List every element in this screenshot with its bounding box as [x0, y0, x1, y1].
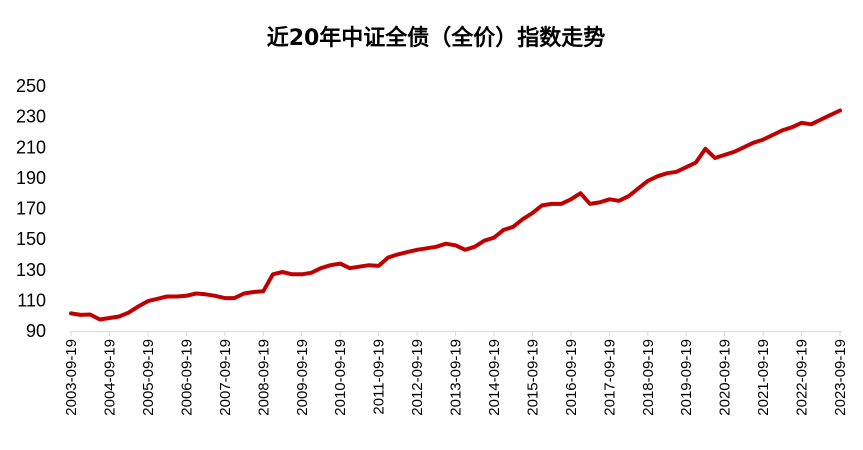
x-tick-label: 2019-09-19: [678, 339, 695, 416]
x-tick-label: 2004-09-19: [102, 339, 119, 416]
x-tick-label: 2010-09-19: [332, 339, 349, 416]
x-tick-label: 2011-09-19: [371, 339, 388, 415]
x-tick-label: 2015-09-19: [524, 339, 541, 416]
x-tick-label: 2014-09-19: [486, 339, 503, 416]
x-tick-label: 2009-09-19: [294, 339, 311, 416]
x-tick-label: 2005-09-19: [140, 339, 157, 416]
y-tick-label: 190: [16, 168, 46, 188]
x-tick-label: 2017-09-19: [601, 339, 618, 416]
x-tick-label: 2012-09-19: [409, 339, 426, 416]
x-tick-label: 2007-09-19: [217, 339, 234, 416]
y-tick-label: 150: [16, 229, 46, 249]
y-tick-label: 250: [16, 76, 46, 96]
x-tick-label: 2006-09-19: [178, 339, 195, 416]
x-tick-label: 2023-09-19: [832, 339, 849, 416]
chart-title: 近20年中证全债（全价）指数走势: [267, 25, 606, 51]
x-tick-label: 2008-09-19: [255, 339, 272, 416]
x-tick-label: 2003-09-19: [63, 339, 80, 416]
x-tick-label: 2013-09-19: [448, 339, 465, 416]
y-tick-label: 210: [16, 137, 46, 157]
y-axis-ticks: 90 110 130 150 170 190 210 230 250: [16, 76, 46, 341]
y-tick-label: 130: [16, 260, 46, 280]
series-line: [69, 108, 842, 322]
y-tick-label: 110: [17, 290, 46, 310]
x-tick-label: 2022-09-19: [794, 339, 811, 416]
y-tick-label: 90: [26, 321, 46, 341]
y-tick-label: 170: [16, 199, 46, 219]
x-tick-label: 2018-09-19: [640, 339, 657, 416]
x-tick-label: 2021-09-19: [755, 339, 772, 416]
x-axis-ticks: 2003-09-19 2004-09-19 2005-09-19 2006-09-19…: [63, 331, 849, 416]
y-tick-label: 230: [16, 107, 46, 127]
x-tick-label: 2016-09-19: [563, 339, 580, 416]
x-tick-label: 2020-09-19: [717, 339, 734, 416]
